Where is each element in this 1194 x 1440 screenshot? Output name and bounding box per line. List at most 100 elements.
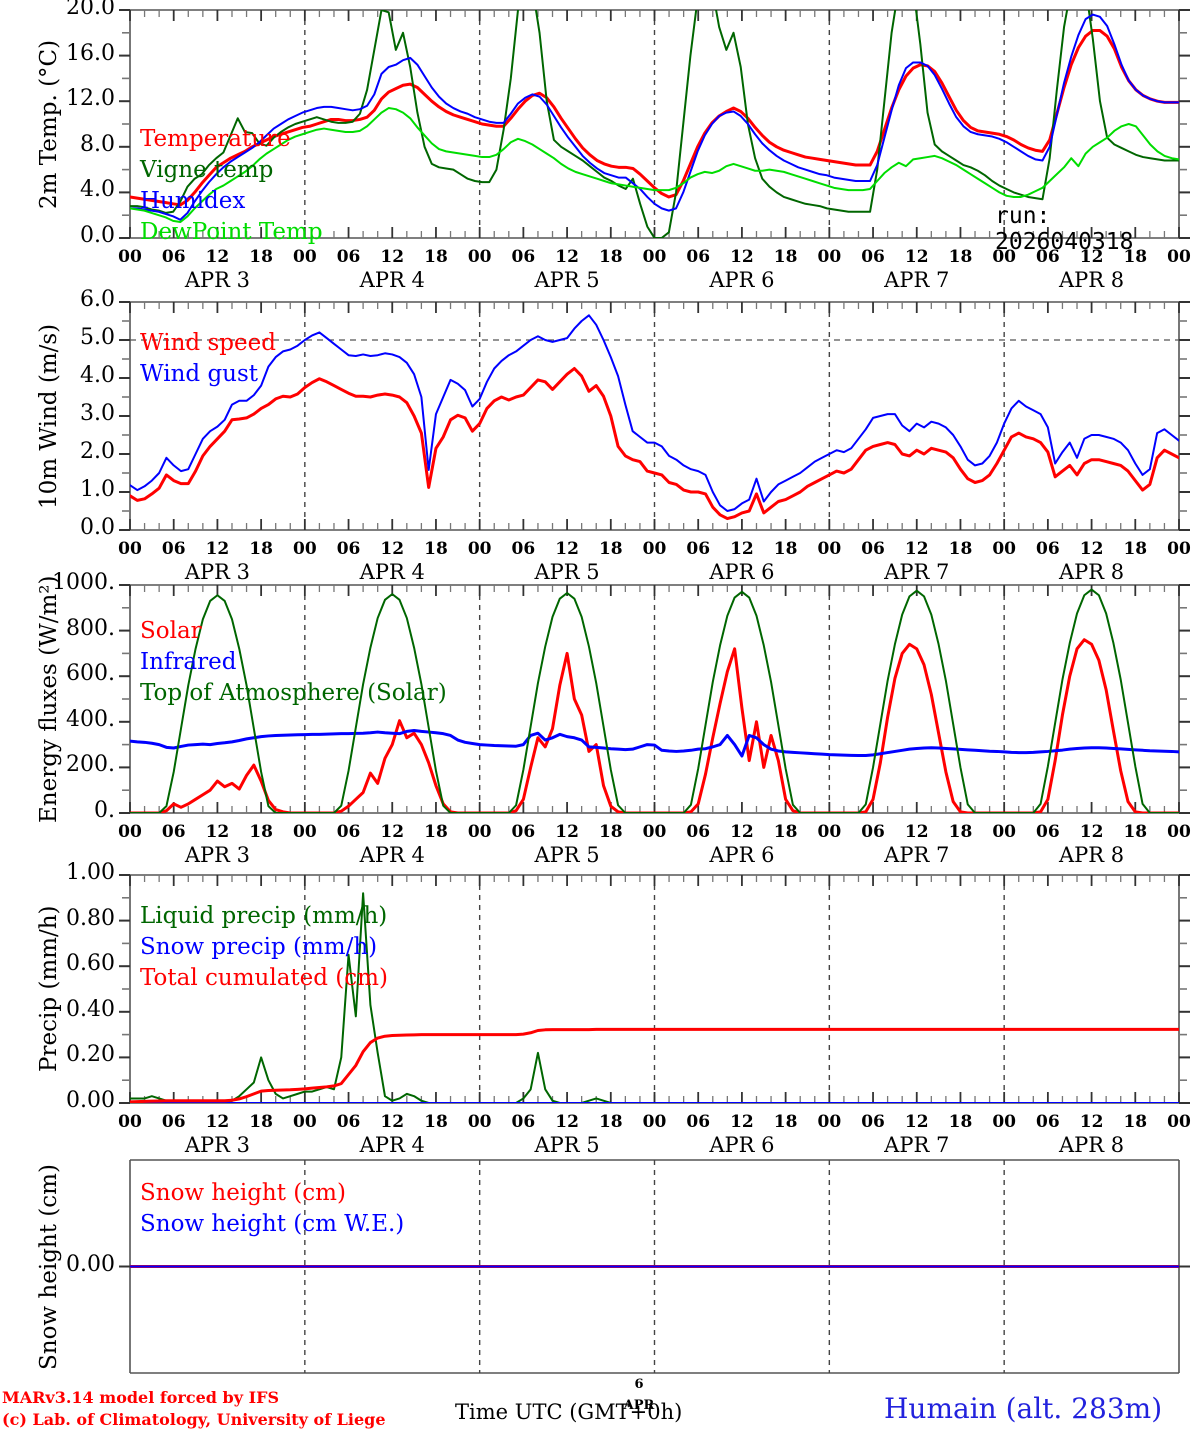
ytick-wind-6: 6.0: [80, 287, 115, 312]
daylabel-temperature-3: APR 6: [709, 268, 775, 292]
legend-energy_fluxes-0: Solar: [140, 618, 202, 644]
xtick-energy_fluxes-4: 00: [292, 822, 317, 842]
ytick-wind-0: 0.0: [80, 515, 115, 540]
xtick-temperature-1: 06: [161, 247, 186, 267]
xtick-precip-20: 00: [992, 1112, 1016, 1132]
legend-temperature-1: Vigne temp: [140, 157, 274, 183]
xtick-wind-2: 12: [205, 539, 230, 559]
daylabel-precip-1: APR 4: [359, 1133, 425, 1157]
xtick-energy_fluxes-23: 18: [1123, 822, 1148, 842]
xtick-wind-10: 12: [555, 539, 579, 559]
xtick-wind-5: 06: [336, 539, 361, 559]
xtick-precip-17: 06: [861, 1112, 885, 1132]
xtick-temperature-10: 12: [555, 247, 579, 267]
xtick-temperature-4: 00: [292, 247, 317, 267]
daylabel-wind-1: APR 4: [359, 560, 425, 584]
plot-area-wind: [119, 301, 1190, 531]
xtick-wind-18: 12: [904, 539, 929, 559]
xtick-temperature-14: 12: [730, 247, 754, 267]
xtick-wind-19: 18: [948, 539, 973, 559]
xtick-temperature-21: 06: [1036, 247, 1060, 267]
xtick-temperature-6: 12: [380, 247, 405, 267]
panel-wind: 0.0 1.0 2.0 3.0 4.0 5.0 6.0 10m Wind (m/s) Wind …: [0, 287, 1194, 584]
xtick-precip-4: 00: [292, 1112, 317, 1132]
xtick-precip-13: 06: [686, 1112, 711, 1132]
xtick-precip-6: 12: [380, 1112, 405, 1132]
daylabel-energy_fluxes-3: APR 6: [709, 843, 775, 867]
xtick-wind-0: 00: [118, 539, 142, 559]
xtick-temperature-5: 06: [336, 247, 361, 267]
series-vigne-temp: [130, 10, 1179, 238]
xtick-precip-11: 18: [598, 1112, 623, 1132]
xtick-precip-9: 06: [511, 1112, 536, 1132]
xtick-temperature-24: 00: [1167, 247, 1191, 267]
daylabel-wind-0: APR 3: [184, 560, 250, 584]
xtick-wind-22: 12: [1079, 539, 1104, 559]
ytick-precip-3: 0.60: [66, 951, 115, 977]
daylabel-wind-4: APR 7: [884, 560, 950, 584]
xtick-precip-1: 06: [161, 1112, 186, 1132]
xtick-temperature-11: 18: [598, 247, 623, 267]
daylabel-temperature-1: APR 4: [359, 268, 425, 292]
xtick-temperature-9: 06: [511, 247, 536, 267]
legend-snow_height-1: Snow height (cm W.E.): [140, 1211, 405, 1237]
daylabel-temperature-5: APR 8: [1059, 268, 1125, 292]
xtick-precip-14: 12: [730, 1112, 754, 1132]
run-label: run: 2026040318: [995, 203, 1134, 255]
xtick-wind-23: 18: [1123, 539, 1148, 559]
plot-area-temperature: [119, 9, 1190, 239]
center-day-month: APR: [623, 1398, 655, 1413]
ytick-precip-5: 1.00: [66, 860, 115, 885]
xtick-energy_fluxes-11: 18: [598, 822, 623, 842]
ytick-energy_fluxes-0: 0.: [94, 798, 115, 823]
legend-temperature-3: DewPoint Temp: [140, 219, 323, 245]
ytick-temperature-0: 0.0: [80, 223, 115, 248]
plot-area-precip: [119, 874, 1190, 1104]
xtick-precip-7: 18: [424, 1112, 448, 1132]
xtick-temperature-20: 00: [992, 247, 1016, 267]
ytick-wind-4: 4.0: [80, 363, 115, 388]
series-wind-gust: [130, 314, 1179, 512]
daylabel-energy_fluxes-4: APR 7: [884, 843, 950, 867]
daylabel-precip-3: APR 6: [709, 1133, 775, 1157]
series-humidex: [130, 13, 1179, 221]
xtick-precip-3: 18: [249, 1112, 273, 1132]
xtick-energy_fluxes-7: 18: [424, 822, 448, 842]
xtick-precip-15: 18: [773, 1112, 798, 1132]
xtick-energy_fluxes-0: 00: [118, 822, 142, 842]
ytick-energy_fluxes-3: 600.: [66, 661, 115, 687]
legend-precip-2: Total cumulated (cm): [140, 965, 388, 991]
daylabel-temperature-2: APR 5: [534, 268, 600, 292]
xtick-wind-20: 00: [992, 539, 1016, 559]
ylabel-wind: 10m Wind (m/s): [36, 323, 62, 509]
xtick-wind-16: 00: [817, 539, 842, 559]
xtick-energy_fluxes-21: 06: [1036, 822, 1060, 842]
xtick-precip-21: 06: [1036, 1112, 1060, 1132]
xtick-energy_fluxes-13: 06: [686, 822, 711, 842]
xtick-wind-6: 12: [380, 539, 405, 559]
ytick-energy_fluxes-1: 200.: [66, 752, 115, 778]
xtick-wind-24: 00: [1167, 539, 1191, 559]
xtick-precip-24: 00: [1167, 1112, 1191, 1132]
xtick-wind-21: 06: [1036, 539, 1060, 559]
ytick-wind-1: 1.0: [80, 477, 115, 502]
series-liquid-precip-mm-h: [130, 892, 1179, 1103]
daylabel-precip-2: APR 5: [534, 1133, 600, 1157]
xtick-energy_fluxes-9: 06: [511, 822, 536, 842]
plot-area-energy_fluxes: [119, 584, 1190, 814]
xtick-precip-2: 12: [205, 1112, 230, 1132]
xtick-energy_fluxes-12: 00: [642, 822, 667, 842]
ylabel-precip: Precip (mm/h): [36, 905, 62, 1072]
xtick-temperature-23: 18: [1123, 247, 1148, 267]
xtick-energy_fluxes-17: 06: [861, 822, 885, 842]
xtick-energy_fluxes-2: 12: [205, 822, 230, 842]
xtick-energy_fluxes-8: 00: [467, 822, 492, 842]
xtick-precip-10: 12: [555, 1112, 579, 1132]
xtick-precip-12: 00: [642, 1112, 667, 1132]
legend-energy_fluxes-2: Top of Atmosphere (Solar): [140, 680, 447, 706]
ytick-wind-2: 2.0: [80, 439, 115, 464]
xtick-energy_fluxes-22: 12: [1079, 822, 1104, 842]
ylabel-temperature: 2m Temp. (°C): [36, 39, 62, 209]
xtick-temperature-2: 12: [205, 247, 230, 267]
daylabel-precip-0: APR 3: [184, 1133, 250, 1157]
